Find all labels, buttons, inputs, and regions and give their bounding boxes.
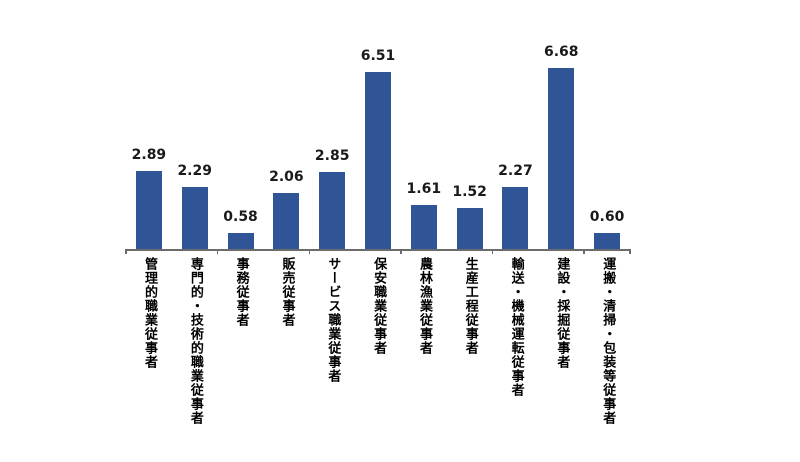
category-label: 保安職業従事者 bbox=[371, 257, 387, 355]
bar-value-label: 6.51 bbox=[360, 48, 396, 65]
category-label: 運搬・清掃・包装等従事者 bbox=[600, 257, 616, 425]
category-label: 農林漁業従事者 bbox=[416, 257, 432, 355]
category-label: 輸送・機械運転従事者 bbox=[508, 257, 524, 397]
bar-value-label: 1.61 bbox=[406, 181, 442, 198]
category-label: 事務従事者 bbox=[233, 257, 249, 327]
x-axis-tick bbox=[629, 249, 631, 254]
bar-value-label: 2.06 bbox=[269, 169, 304, 186]
x-axis-tick bbox=[308, 249, 311, 254]
x-axis-tick bbox=[400, 249, 402, 254]
bar bbox=[502, 187, 529, 249]
x-axis-tick bbox=[491, 249, 494, 254]
bar bbox=[181, 186, 208, 249]
bar bbox=[548, 67, 575, 249]
category-label: 管理的職業従事者 bbox=[142, 257, 158, 369]
category-label: 専門的・技術的職業従事者 bbox=[187, 257, 203, 425]
bar bbox=[594, 232, 621, 249]
bar bbox=[135, 170, 162, 249]
x-axis-tick bbox=[583, 249, 585, 254]
x-axis-tick bbox=[125, 249, 127, 254]
bar-value-label: 2.27 bbox=[498, 163, 533, 180]
category-label: 生産工程従事者 bbox=[462, 257, 478, 355]
bar-value-label: 2.29 bbox=[177, 162, 212, 179]
bar-value-label: 6.68 bbox=[543, 43, 579, 60]
bar bbox=[227, 233, 254, 249]
bar bbox=[365, 72, 391, 249]
bar bbox=[273, 193, 300, 249]
bar bbox=[319, 171, 346, 249]
bar bbox=[456, 207, 483, 249]
category-label: 建設・採掘従事者 bbox=[554, 257, 570, 369]
x-axis-tick bbox=[216, 249, 219, 254]
bar-value-label: 0.60 bbox=[589, 208, 625, 225]
bar-value-label: 0.58 bbox=[223, 209, 258, 226]
bar-value-label: 1.52 bbox=[452, 183, 487, 200]
category-label: 販売従事者 bbox=[279, 257, 295, 327]
x-axis-line bbox=[126, 249, 630, 251]
category-label: サービス職業従事者 bbox=[325, 257, 341, 383]
bar bbox=[410, 205, 437, 249]
bar-value-label: 2.89 bbox=[131, 146, 167, 163]
bar-value-label: 2.85 bbox=[314, 147, 350, 164]
